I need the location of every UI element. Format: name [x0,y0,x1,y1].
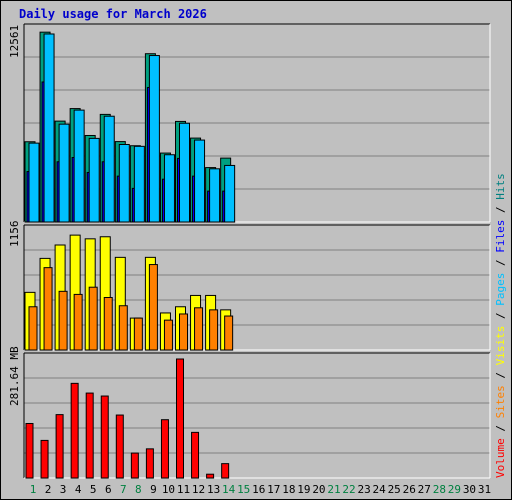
pages-bar [209,168,221,223]
pages-bar [179,122,190,223]
day-label: 21 [327,483,340,496]
pages-bar [163,154,175,223]
day-label: 20 [312,483,325,496]
volume-bar [25,422,34,479]
day-label: 18 [282,483,295,496]
day-label: 24 [373,483,387,496]
day-label: 26 [403,483,416,496]
pages-bar [28,142,40,223]
day-label: 12 [192,483,205,496]
sites-bar [43,267,53,351]
pages-bar [88,137,100,223]
volume-bar [55,414,64,479]
volume-bar [115,414,124,479]
sites-bar [73,293,83,351]
day-label: 3 [60,483,67,496]
volume-bar [206,473,215,479]
day-label: 17 [267,483,280,496]
legend-visits: Visits [494,326,507,366]
day-label: 8 [135,483,142,496]
sites-bar [103,297,113,351]
sites-bar [133,317,143,351]
legend-separator: / [494,365,507,385]
day-label: 19 [297,483,310,496]
day-label: 31 [478,483,491,496]
sites-bar [163,319,173,351]
legend-pages: Pages [494,273,507,306]
legend-separator: / [494,200,507,220]
legend-separator: / [494,253,507,273]
day-label: 29 [448,483,461,496]
hits-ymax-label: 12561 [8,25,21,58]
volume-bar [160,419,169,479]
pages-bar [194,139,206,223]
legend-separator: / [494,306,507,326]
pages-bar [43,33,55,223]
day-label: 30 [463,483,476,496]
day-label: 14 [222,483,236,496]
day-label: 2 [45,483,52,496]
legend-sites: Sites [494,385,507,418]
volume-bar [130,452,139,479]
day-label: 16 [252,483,265,496]
sites-bar [209,309,219,351]
pages-bar [148,55,160,223]
volume-plot-area [24,353,490,478]
day-label: 22 [342,483,355,496]
day-label: 6 [105,483,112,496]
day-label: 1 [30,483,37,496]
pages-bar [58,123,70,223]
pages-bar [133,145,145,223]
legend-volume: Volume [494,438,507,478]
day-label: 9 [150,483,157,496]
day-label: 4 [75,483,82,496]
volume-bar [100,395,109,479]
legend-separator: / [494,418,507,438]
day-label: 23 [357,483,370,496]
volume-ymax-label: 281.64 MB [8,346,21,406]
day-label: 5 [90,483,97,496]
sites-bar [194,307,204,351]
volume-bar [70,382,79,479]
pages-bar [118,144,130,223]
volume-bar [145,448,154,479]
sites-bar [118,305,128,351]
volume-bar [85,392,94,479]
pages-bar [224,164,236,223]
volume-bar [221,463,230,479]
pages-bar [103,115,115,223]
volume-bar [176,358,184,479]
legend-files: Files [494,220,507,253]
sites-bar [148,264,158,351]
legend-hits: Hits [494,173,507,200]
day-label: 10 [162,483,175,496]
sites-bar [28,306,38,351]
day-label: 25 [388,483,401,496]
day-label: 11 [177,483,190,496]
visits-ymax-label: 1156 [8,221,21,248]
day-label: 28 [433,483,446,496]
day-label: 7 [120,483,127,496]
legend: Volume / Sites / Visits / Pages / Files … [494,173,507,478]
sites-bar [224,315,234,351]
pages-bar [73,109,85,223]
day-label: 27 [418,483,431,496]
sites-bar [58,290,68,351]
volume-bar [191,431,200,479]
volume-bar [40,439,49,479]
sites-bar [179,313,188,351]
chart-title: Daily usage for March 2026 [19,7,207,21]
sites-bar [88,286,98,351]
day-label: 13 [207,483,220,496]
day-label: 15 [237,483,250,496]
